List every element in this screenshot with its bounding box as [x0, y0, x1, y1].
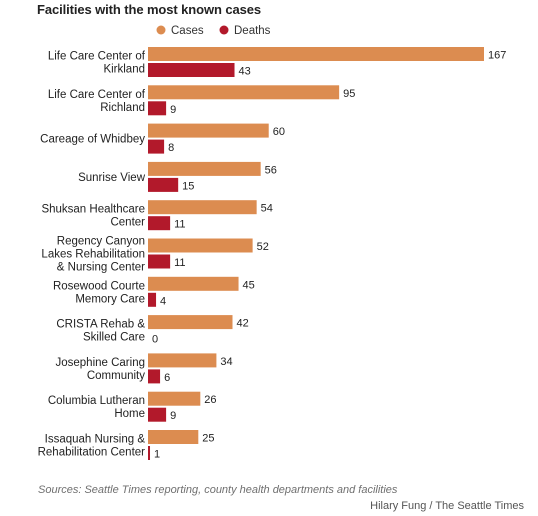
category-label: Regency Canyon Lakes Rehabilitation & Nurs… — [41, 236, 145, 274]
value-label-deaths: 0 — [152, 334, 158, 346]
bar-deaths — [148, 139, 165, 154]
category-label: Issaquah Nursing & Rehabilitation Center — [38, 434, 146, 459]
bar-deaths — [148, 216, 171, 231]
category-label-line: Issaquah Nursing & — [45, 434, 146, 446]
row-6: 45 4 Rosewood Courte Memory Care — [53, 276, 255, 307]
value-label-deaths: 9 — [170, 104, 176, 116]
category-label-line: Sunrise View — [78, 172, 146, 184]
value-label-deaths: 4 — [160, 295, 166, 307]
row-9: 26 9 Columbia Lutheran Home — [48, 391, 217, 422]
row-10: 25 1 Issaquah Nursing & Rehabilitation Cent… — [38, 430, 215, 461]
bar-deaths — [148, 101, 167, 116]
category-label-line: Careage of Whidbey — [40, 134, 145, 146]
row-1: 95 9 Life Care Center of Richland — [48, 85, 355, 116]
category-label-line: Community — [87, 370, 145, 382]
category-label-line: Skilled Care — [83, 332, 145, 344]
value-label-cases: 60 — [273, 126, 285, 138]
category-label-line: Rosewood Courte — [53, 280, 145, 292]
category-label-line: Life Care Center of — [48, 89, 146, 101]
legend-label-cases: Cases — [171, 25, 204, 37]
legend-swatch-cases — [156, 25, 166, 35]
value-label-cases: 25 — [202, 433, 214, 445]
category-label: CRISTA Rehab & Skilled Care — [56, 319, 145, 344]
value-label-cases: 42 — [237, 318, 249, 330]
bar-cases — [148, 353, 217, 368]
bar-cases — [148, 123, 269, 138]
category-label-line: & Nursing Center — [57, 262, 145, 274]
category-label-line: Kirkland — [103, 64, 145, 76]
value-label-cases: 95 — [343, 88, 355, 100]
category-label: Life Care Center of Richland — [48, 89, 146, 114]
bar-deaths — [148, 369, 161, 384]
category-label-line: Life Care Center of — [48, 51, 146, 63]
value-label-cases: 26 — [204, 394, 216, 406]
bar-cases — [148, 430, 199, 444]
value-label-cases: 54 — [261, 203, 273, 215]
category-label-line: Josephine Caring — [55, 357, 145, 369]
row-2: 60 8 Careage of Whidbey — [40, 123, 285, 154]
category-label: Columbia Lutheran Home — [48, 395, 145, 420]
bar-deaths — [148, 446, 151, 460]
value-label-deaths: 11 — [174, 257, 185, 269]
bar-cases — [148, 276, 239, 291]
category-label-line: Memory Care — [75, 293, 145, 305]
category-label: Rosewood Courte Memory Care — [53, 280, 145, 305]
bar-cases — [148, 47, 484, 61]
category-label: Sunrise View — [78, 172, 146, 184]
bar-cases — [148, 315, 233, 330]
bar-cases — [148, 161, 261, 176]
bar-deaths — [148, 407, 167, 422]
category-label-line: Richland — [100, 102, 145, 114]
category-label-line: Lakes Rehabilitation — [41, 249, 145, 261]
value-label-deaths: 9 — [170, 410, 176, 422]
bar-deaths — [148, 254, 171, 269]
source-note: Sources: Seattle Times reporting, county… — [38, 484, 398, 496]
category-label: Careage of Whidbey — [40, 134, 145, 146]
value-label-cases: 34 — [220, 356, 232, 368]
category-label-line: Rehabilitation Center — [38, 447, 146, 459]
row-3: 56 15 Sunrise View — [78, 161, 277, 192]
bar-cases — [148, 238, 253, 253]
value-label-deaths: 8 — [168, 142, 174, 154]
legend-swatch-deaths — [219, 25, 229, 35]
bar-cases — [148, 85, 340, 100]
value-label-deaths: 6 — [164, 372, 170, 384]
row-4: 54 11 Shuksan Healthcare Center — [41, 200, 273, 231]
category-label-line: Columbia Lutheran — [48, 395, 145, 407]
value-label-deaths: 43 — [239, 66, 251, 78]
legend-label-deaths: Deaths — [234, 25, 271, 37]
row-8: 34 6 Josephine Caring Community — [55, 353, 233, 384]
credit-line: Hilary Fung / The Seattle Times — [370, 500, 524, 512]
category-label-line: CRISTA Rehab & — [56, 319, 145, 331]
category-label: Josephine Caring Community — [55, 357, 145, 382]
chart-title: Facilities with the most known cases — [37, 2, 261, 17]
category-label-line: Center — [110, 217, 145, 229]
row-5: 52 11 Regency Canyon Lakes Rehabilitation & … — [41, 236, 268, 274]
value-label-deaths: 1 — [154, 449, 160, 461]
value-label-cases: 167 — [488, 50, 506, 62]
bar-deaths — [148, 177, 179, 192]
bar-deaths — [148, 63, 235, 77]
bar-deaths — [148, 292, 157, 307]
legend: Cases Deaths — [156, 25, 271, 37]
category-label-line: Regency Canyon — [57, 236, 145, 248]
value-label-deaths: 11 — [174, 219, 185, 231]
row-7: 42 0 CRISTA Rehab & Skilled Care — [56, 315, 249, 346]
category-label: Life Care Center of Kirkland — [48, 51, 146, 76]
value-label-cases: 45 — [243, 279, 255, 291]
bar-cases — [148, 200, 257, 215]
value-label-cases: 56 — [265, 164, 277, 176]
row-0: 167 43 Life Care Center of Kirkland — [48, 47, 506, 78]
value-label-deaths: 15 — [182, 180, 194, 192]
category-label-line: Shuksan Healthcare — [41, 204, 145, 216]
category-label: Shuksan Healthcare Center — [41, 204, 145, 229]
value-label-cases: 52 — [257, 241, 269, 253]
bar-cases — [148, 391, 201, 406]
category-label-line: Home — [114, 408, 145, 420]
